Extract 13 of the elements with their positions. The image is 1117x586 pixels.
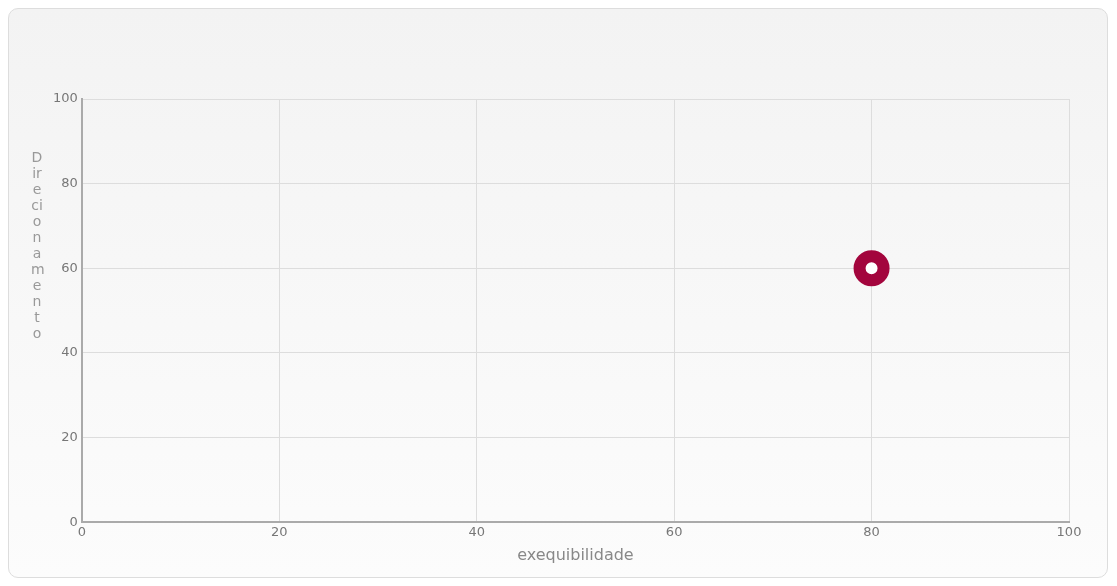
y-tick-label: 40 [61,344,78,360]
y-tick-label: 60 [61,259,78,275]
y-tick-label: 20 [61,428,78,444]
y-tick-label: 0 [69,513,78,529]
x-tick-label: 20 [270,524,288,540]
x-tick-label: 40 [468,524,485,540]
y-tick-label: 100 [52,90,78,106]
y-tick-label: 80 [61,175,78,191]
x-axis-title: exequibilidade [517,544,634,564]
x-tick-label: 100 [1056,524,1082,540]
x-tick-label: 60 [665,524,683,540]
x-tick-label: 80 [863,524,880,540]
text: Direcionamento [31,149,45,341]
